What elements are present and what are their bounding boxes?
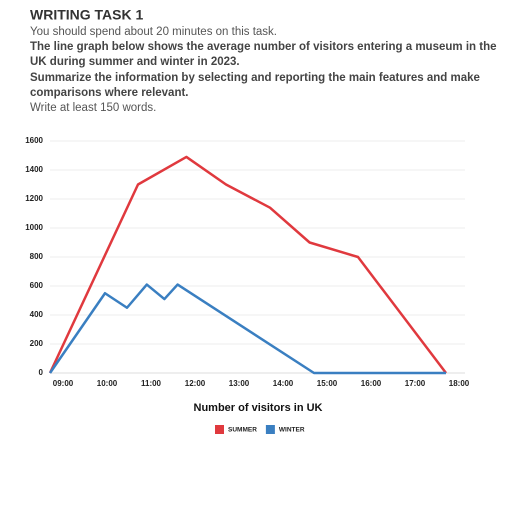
task-line: The line graph below shows the average n… xyxy=(30,41,497,53)
y-tick-label: 600 xyxy=(30,281,44,290)
task-line: You should spend about 20 minutes on thi… xyxy=(30,26,277,38)
x-tick-label: 17:00 xyxy=(405,379,426,388)
task-line: Write at least 150 words. xyxy=(30,102,156,114)
y-tick-label: 1200 xyxy=(25,194,43,203)
x-tick-label: 13:00 xyxy=(229,379,250,388)
series-line xyxy=(48,155,447,374)
legend-swatch xyxy=(265,425,275,434)
y-tick-label: 200 xyxy=(30,339,44,348)
task-line: UK during summer and winter in 2023. xyxy=(30,56,240,68)
x-tick-label: 14:00 xyxy=(273,379,294,388)
x-tick-label: 11:00 xyxy=(141,379,162,388)
legend-label: WINTER xyxy=(279,427,305,434)
x-tick-label: 10:00 xyxy=(97,379,118,388)
legend-label: SUMMER xyxy=(228,427,257,434)
x-tick-label: 18:00 xyxy=(449,379,470,388)
y-tick-label: 400 xyxy=(30,310,44,319)
x-tick-label: 16:00 xyxy=(361,379,382,388)
task-line: Summarize the information by selecting a… xyxy=(30,72,480,84)
y-tick-label: 1600 xyxy=(25,136,43,145)
x-tick-label: 15:00 xyxy=(317,379,338,388)
x-tick-label: 12:00 xyxy=(185,379,206,388)
task-heading: WRITING TASK 1 xyxy=(30,7,144,23)
y-tick-label: 0 xyxy=(39,368,44,377)
x-axis-label: Number of visitors in UK xyxy=(194,402,323,414)
task-line: comparisons where relevant. xyxy=(30,87,189,99)
series-line xyxy=(48,283,446,375)
y-tick-label: 800 xyxy=(30,252,44,261)
y-tick-label: 1000 xyxy=(25,223,43,232)
x-tick-label: 09:00 xyxy=(53,379,74,388)
y-tick-label: 1400 xyxy=(25,165,43,174)
legend-swatch xyxy=(215,425,224,434)
